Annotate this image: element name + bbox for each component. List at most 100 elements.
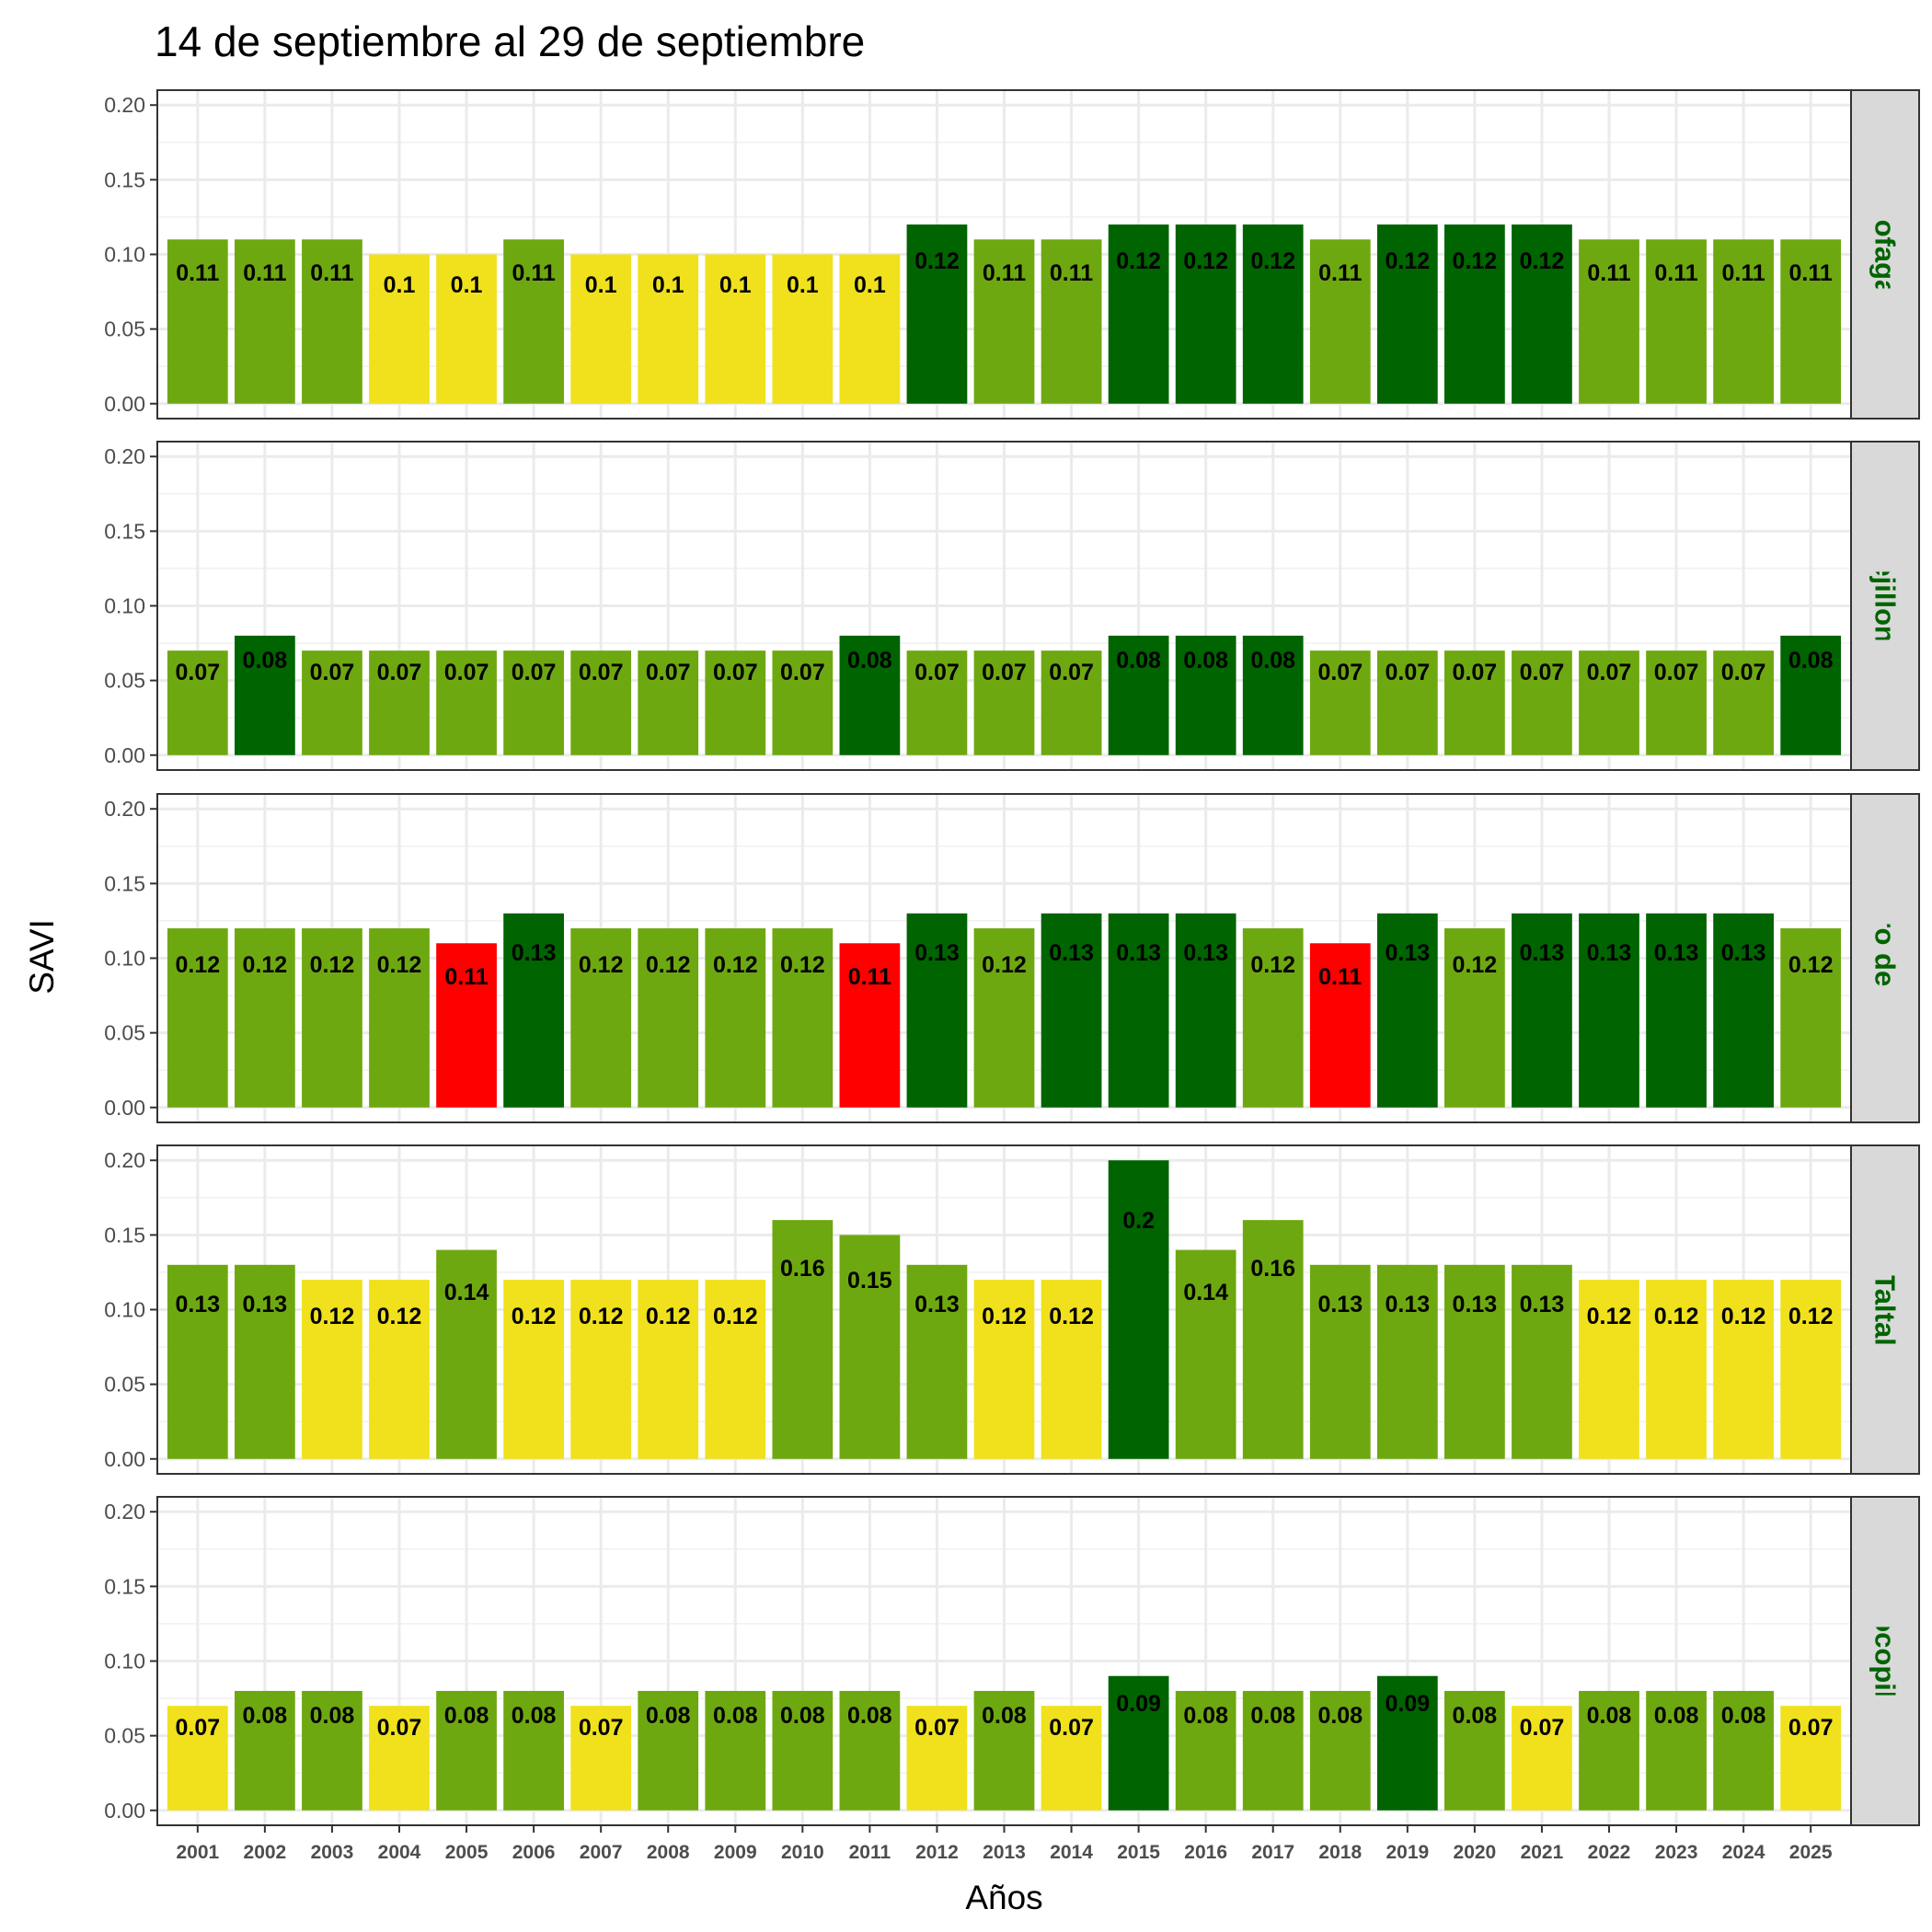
bar-san-pedro-de-atacama-2008 [638,928,699,1108]
x-tick-label: 2017 [1251,1842,1294,1863]
y-tick-label: 0.05 [104,1373,145,1397]
data-label: 0.12 [512,1304,557,1329]
bar-taltal-2022 [1579,1280,1639,1459]
data-label: 0.08 [847,1703,892,1729]
x-tick-label: 2020 [1454,1842,1497,1863]
data-label: 0.07 [377,660,422,685]
data-label: 0.11 [243,260,286,286]
bar-antofagasta-2012 [906,224,968,404]
bar-mejillones-2007 [570,650,632,755]
data-label: 0.12 [1587,1304,1632,1329]
bar-tocopilla-2023 [1646,1690,1707,1811]
bar-antofagasta-2002 [235,239,295,404]
data-label: 0.07 [1520,660,1565,685]
bar-antofagasta-2008 [638,254,699,404]
data-label: 0.12 [310,952,355,978]
data-label: 0.1 [652,272,684,298]
bar-mejillones-2009 [705,650,766,755]
data-label: 0.12 [646,952,691,978]
data-label: 0.12 [579,952,624,978]
x-tick-label: 2011 [849,1842,891,1863]
data-label: 0.07 [646,660,691,685]
x-tick-label: 2021 [1521,1842,1564,1863]
data-label: 0.13 [914,1292,960,1317]
data-label: 0.08 [1654,1703,1699,1729]
data-label: 0.2 [1122,1208,1155,1234]
bar-tocopilla-2024 [1713,1690,1774,1811]
data-label: 0.12 [243,952,288,978]
data-label: 0.08 [1721,1703,1766,1729]
data-label: 0.07 [780,660,825,685]
x-tick-label: 2004 [378,1842,421,1863]
bar-tocopilla-2010 [772,1690,834,1811]
bar-taltal-2017 [1242,1220,1304,1459]
data-label: 0.11 [176,260,219,286]
y-tick-label: 0.00 [104,1799,145,1823]
data-label: 0.12 [175,952,220,978]
data-label: 0.08 [512,1703,557,1729]
y-tick-label: 0.20 [104,93,145,117]
data-label: 0.07 [579,660,624,685]
data-label: 0.08 [1183,648,1228,673]
data-label: 0.07 [444,660,489,685]
facet-strip-label: Mejillones [1869,537,1902,675]
y-tick-label: 0.15 [104,1223,145,1247]
data-label: 0.1 [854,272,886,298]
bar-antofagasta-2003 [302,239,362,404]
data-label: 0.07 [512,660,557,685]
bar-san-pedro-de-atacama-2025 [1780,928,1842,1108]
y-axis-title: SAVI [23,919,61,995]
y-tick-label: 0.10 [104,947,145,971]
data-label: 0.13 [512,940,557,966]
bar-antofagasta-2025 [1780,239,1842,404]
y-tick-label: 0.00 [104,1096,145,1120]
data-label: 0.16 [780,1256,825,1282]
bar-mejillones-2010 [772,650,834,755]
bar-tocopilla-2011 [839,1690,901,1811]
bar-tocopilla-2013 [973,1690,1035,1811]
data-label: 0.12 [1250,952,1295,978]
data-label: 0.1 [384,272,416,298]
x-tick-label: 2003 [311,1842,354,1863]
bar-san-pedro-de-atacama-2015 [1108,913,1169,1108]
bar-antofagasta-2007 [570,254,632,404]
data-label: 0.13 [1654,940,1699,966]
data-label: 0.12 [1250,248,1295,274]
data-label: 0.11 [1587,260,1630,286]
data-label: 0.12 [780,952,825,978]
bar-san-pedro-de-atacama-2016 [1175,913,1236,1108]
x-tick-label: 2022 [1588,1842,1631,1863]
x-axis-title: Años [965,1879,1042,1916]
data-label: 0.11 [1318,964,1362,990]
x-tick-label: 2012 [915,1842,959,1863]
data-label: 0.08 [243,1703,288,1729]
data-label: 0.08 [982,1703,1027,1729]
bar-taltal-2020 [1444,1264,1505,1459]
bar-tocopilla-2020 [1444,1690,1505,1811]
bar-antofagasta-2023 [1646,239,1707,404]
bar-san-pedro-de-atacama-2023 [1646,913,1707,1108]
data-label: 0.12 [1520,248,1565,274]
bar-antofagasta-2006 [503,239,564,404]
bar-antofagasta-2016 [1175,224,1236,404]
bar-antofagasta-2014 [1041,239,1102,404]
data-label: 0.12 [1183,248,1228,274]
x-tick-label: 2002 [244,1842,287,1863]
bar-mejillones-2013 [973,650,1035,755]
bar-antofagasta-2004 [369,254,430,404]
data-label: 0.09 [1116,1691,1161,1717]
bar-san-pedro-de-atacama-2021 [1512,913,1572,1108]
bar-antofagasta-2019 [1376,224,1438,404]
data-label: 0.07 [914,1715,960,1741]
bar-san-pedro-de-atacama-2014 [1041,913,1102,1108]
data-label: 0.08 [646,1703,691,1729]
bar-mejillones-2022 [1579,650,1639,755]
data-label: 0.07 [579,1715,624,1741]
data-label: 0.13 [1520,940,1565,966]
bar-taltal-2004 [369,1280,430,1459]
bar-taltal-2001 [167,1264,228,1459]
data-label: 0.09 [1385,1691,1430,1717]
x-tick-label: 2019 [1386,1842,1429,1863]
chart-title: 14 de septiembre al 29 de septiembre [155,17,866,65]
bar-san-pedro-de-atacama-2013 [973,928,1035,1108]
